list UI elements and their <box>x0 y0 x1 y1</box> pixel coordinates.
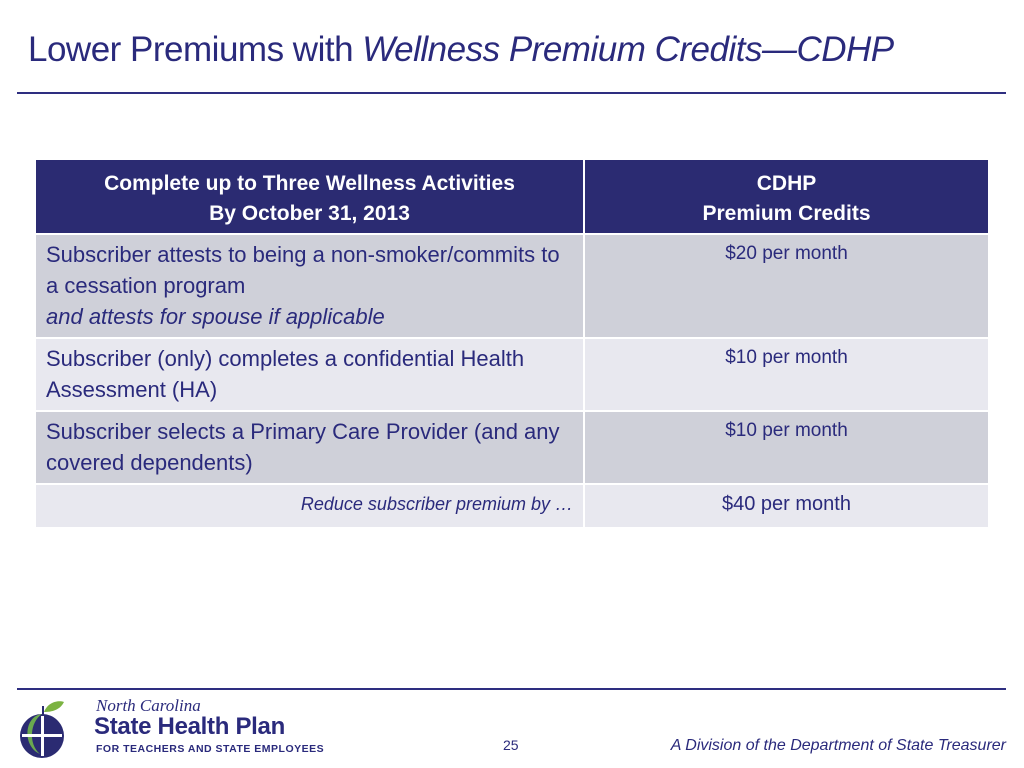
title-divider <box>17 92 1006 94</box>
header-activities: Complete up to Three Wellness Activities… <box>34 158 585 235</box>
state-health-plan-logo: North Carolina State Health Plan FOR TEA… <box>16 696 324 762</box>
activity-description: Subscriber attests to being a non-smoker… <box>34 233 585 339</box>
table-total-row: Reduce subscriber premium by … $40 per m… <box>34 483 990 529</box>
logo-script-text: North Carolina <box>96 696 201 715</box>
header-credits: CDHP Premium Credits <box>583 158 990 235</box>
credit-value: $10 per month <box>583 410 990 485</box>
table-header-row: Complete up to Three Wellness Activities… <box>34 158 990 235</box>
header-credits-line1: CDHP <box>756 172 817 195</box>
activity-text: Subscriber (only) completes a confidenti… <box>46 346 525 402</box>
table-row: Subscriber selects a Primary Care Provid… <box>34 410 990 485</box>
division-text: A Division of the Department of State Tr… <box>670 737 1006 754</box>
activity-description: Subscriber (only) completes a confidenti… <box>34 337 585 412</box>
activity-description: Subscriber selects a Primary Care Provid… <box>34 410 585 485</box>
total-value: $40 per month <box>583 483 990 529</box>
activity-text: Subscriber attests to being a non-smoker… <box>46 242 560 298</box>
apple-globe-logo-icon <box>20 701 64 758</box>
header-activities-line2: By October 31, 2013 <box>209 202 410 225</box>
header-activities-line1: Complete up to Three Wellness Activities <box>104 172 515 195</box>
wellness-credits-table: Complete up to Three Wellness Activities… <box>34 158 990 529</box>
page-number: 25 <box>503 737 519 753</box>
title-italic: Wellness Premium Credits—CDHP <box>362 30 894 69</box>
credit-value: $20 per month <box>583 233 990 339</box>
table-row: Subscriber (only) completes a confidenti… <box>34 337 990 412</box>
credit-value: $10 per month <box>583 337 990 412</box>
header-credits-line2: Premium Credits <box>702 202 871 225</box>
logo-name: State Health Plan <box>94 713 285 740</box>
footer-divider <box>17 688 1006 690</box>
total-label: Reduce subscriber premium by … <box>34 483 585 529</box>
activity-text: Subscriber selects a Primary Care Provid… <box>46 419 560 475</box>
title-plain: Lower Premiums with <box>28 30 363 69</box>
activity-note: and attests for spouse if applicable <box>46 304 385 329</box>
slide-title: Lower Premiums with Wellness Premium Cre… <box>28 30 894 70</box>
table-row: Subscriber attests to being a non-smoker… <box>34 233 990 339</box>
logo-tagline: FOR TEACHERS AND STATE EMPLOYEES <box>96 743 325 755</box>
